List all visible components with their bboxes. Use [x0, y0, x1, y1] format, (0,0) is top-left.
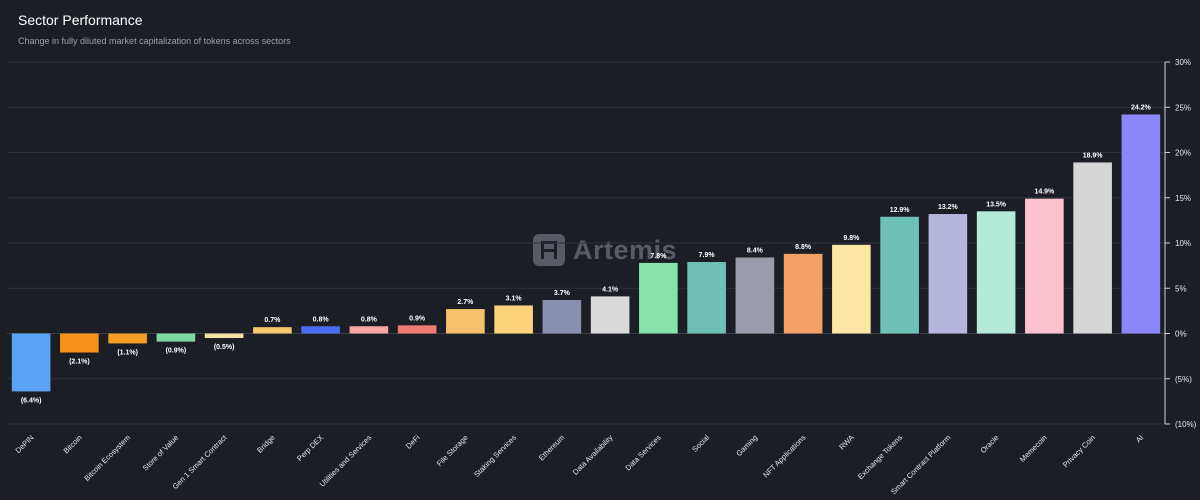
bar-data-availability [590, 296, 630, 334]
y-tick-label: 30% [1175, 58, 1191, 67]
x-tick-label: Memecoin [1018, 433, 1049, 464]
data-label: 9.8% [843, 235, 860, 242]
x-tick-label: NFT Applications [761, 433, 808, 480]
data-label: 12.9% [890, 207, 911, 214]
bar-bitcoin-ecosystem [108, 333, 147, 344]
data-label: (0.5%) [214, 344, 235, 351]
bar-nft-applications [783, 253, 823, 334]
bar-perp-dex [301, 326, 340, 334]
data-label: 13.2% [938, 204, 959, 211]
x-tick-label: AI [1134, 433, 1145, 444]
data-label: 13.5% [986, 201, 1007, 208]
x-tick-label: Perp DEX [295, 433, 325, 463]
data-label: 8.4% [747, 247, 764, 254]
data-label: 0.8% [361, 316, 378, 323]
data-label: (1.1%) [117, 349, 138, 356]
data-label: (6.4%) [21, 397, 42, 404]
data-label: 7.9% [699, 252, 716, 259]
bar-gen-1-smart-contract [204, 333, 244, 339]
y-tick-label: 25% [1175, 103, 1191, 112]
y-tick-label: 10% [1175, 239, 1191, 248]
bar-oracle [976, 211, 1016, 334]
y-tick-label: 15% [1175, 194, 1191, 203]
bar-exchange-tokens [880, 216, 919, 334]
y-tick-label: 5% [1175, 284, 1187, 293]
x-tick-label: DePIN [14, 433, 36, 455]
y-tick-label: (5%) [1175, 375, 1192, 384]
x-tick-label: Social [690, 433, 711, 454]
bar-bitcoin [60, 333, 99, 353]
bar-depin [11, 333, 51, 392]
data-label: 8.8% [795, 244, 812, 251]
bar-gaming [735, 257, 775, 334]
bar-file-storage [446, 309, 485, 334]
data-label: 0.9% [409, 315, 426, 322]
bar-rwa [832, 244, 871, 334]
chart-title: Sector Performance [18, 12, 143, 28]
bar-smart-contract-platform [928, 214, 968, 334]
x-tick-label: RWA [837, 433, 855, 451]
data-label: 7.8% [650, 253, 667, 260]
data-label: (2.1%) [69, 359, 90, 366]
data-label: 24.2% [1131, 104, 1152, 111]
x-tick-label: DeFi [404, 433, 422, 451]
x-tick-label: Ethereum [537, 433, 566, 462]
x-tick-label: Staking Services [472, 433, 518, 479]
x-tick-label: Bitcoin Ecosystem [82, 433, 132, 483]
data-label: 2.7% [457, 299, 474, 306]
x-tick-label: Data Services [623, 433, 663, 473]
bar-bridge [253, 327, 292, 334]
data-label: (0.9%) [166, 348, 187, 355]
y-tick-label: 0% [1175, 330, 1187, 339]
x-tick-label: Gen 1 Smart Contract [171, 432, 230, 491]
bar-utilities-and-services [349, 326, 389, 334]
bar-staking-services [494, 305, 533, 334]
bar-ethereum [542, 300, 582, 334]
x-tick-label: Store of Value [141, 433, 181, 473]
data-label: 18.9% [1083, 152, 1104, 159]
bar-defi [397, 325, 437, 334]
bar-store-of-value [156, 333, 196, 342]
data-label: 4.1% [602, 286, 619, 293]
watermark-text: Artemis [573, 234, 678, 265]
data-label: 3.7% [554, 290, 571, 297]
bar-ai [1121, 114, 1161, 334]
x-tick-label: Oracle [979, 433, 1001, 455]
x-tick-label: Utilities and Services [318, 433, 374, 489]
chart-subtitle: Change in fully diluted market capitaliz… [18, 36, 291, 46]
x-tick-label: Gaming [734, 433, 759, 458]
x-tick-label: Data Availability [571, 433, 615, 477]
data-label: 3.1% [506, 295, 523, 302]
bar-privacy-coin [1073, 162, 1112, 334]
x-tick-label: Exchange Tokens [856, 433, 904, 481]
x-tick-label: File Storage [435, 433, 470, 468]
bar-memecoin [1025, 198, 1064, 334]
y-tick-label: 20% [1175, 149, 1191, 158]
y-tick-label: (10%) [1175, 420, 1197, 429]
data-label: 14.9% [1034, 189, 1055, 196]
bar-data-services [639, 262, 678, 334]
data-label: 0.8% [313, 316, 330, 323]
x-tick-label: Bridge [255, 433, 277, 455]
data-label: 0.7% [264, 317, 281, 324]
bar-social [687, 262, 726, 334]
x-tick-label: Privacy Coin [1061, 433, 1097, 469]
x-tick-label: Bitcoin [62, 433, 84, 455]
